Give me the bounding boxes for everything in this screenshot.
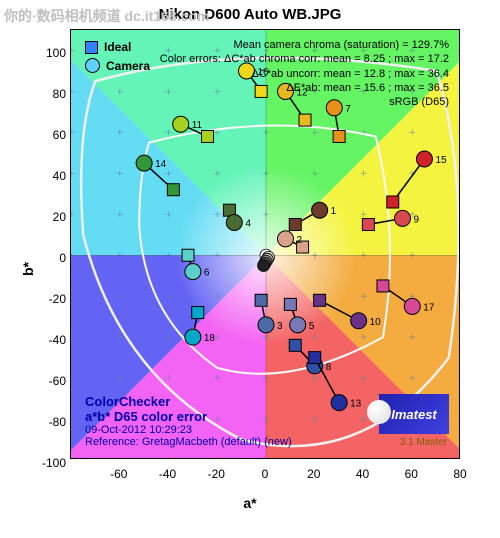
- reference-label: Reference: GretagMacbeth (default) (new): [85, 436, 292, 448]
- svg-text:15: 15: [435, 155, 447, 166]
- svg-text:2: 2: [297, 235, 303, 246]
- svg-text:17: 17: [423, 302, 435, 313]
- colorchecker-label: ColorChecker: [85, 394, 292, 409]
- legend-square-icon: [85, 41, 98, 54]
- svg-text:6: 6: [204, 268, 210, 279]
- bottom-info: ColorChecker a*b* D65 color error 09-Oct…: [85, 394, 292, 448]
- svg-text:9: 9: [414, 214, 420, 225]
- legend-ideal: Ideal: [85, 40, 150, 54]
- svg-text:10: 10: [370, 317, 382, 328]
- logo-circle-icon: [367, 400, 391, 424]
- color-error-plot: 123456789101112131415161718 Ideal Camera…: [70, 29, 460, 459]
- legend: Ideal Camera: [85, 40, 150, 77]
- watermark-text: 你的·数码相机频道 dc.it168.com: [4, 6, 209, 26]
- svg-text:8: 8: [326, 362, 332, 373]
- legend-camera-label: Camera: [106, 59, 150, 73]
- y-axis-label: b*: [20, 262, 36, 276]
- svg-text:18: 18: [204, 333, 216, 344]
- svg-text:5: 5: [309, 321, 315, 332]
- legend-ideal-label: Ideal: [104, 40, 131, 54]
- stats-info: Mean camera chroma (saturation) = 129.7%…: [160, 38, 449, 109]
- svg-text:13: 13: [350, 399, 362, 410]
- x-axis-label: a*: [243, 495, 256, 511]
- svg-text:1: 1: [331, 206, 337, 217]
- legend-camera: Camera: [85, 58, 150, 73]
- logo-text: Imatest: [391, 407, 437, 422]
- logo-version: 3.1 Master: [400, 437, 447, 448]
- legend-circle-icon: [85, 58, 100, 73]
- svg-text:11: 11: [192, 120, 203, 131]
- svg-text:3: 3: [277, 321, 283, 332]
- imatest-logo: Imatest: [379, 394, 449, 434]
- svg-text:14: 14: [155, 159, 167, 170]
- svg-text:4: 4: [245, 218, 251, 229]
- error-type-label: a*b* D65 color error: [85, 409, 292, 424]
- timestamp-label: 09-Oct-2012 10:29:23: [85, 424, 292, 436]
- plot-area: b* 123456789101112131415161718 Ideal Cam…: [20, 29, 480, 509]
